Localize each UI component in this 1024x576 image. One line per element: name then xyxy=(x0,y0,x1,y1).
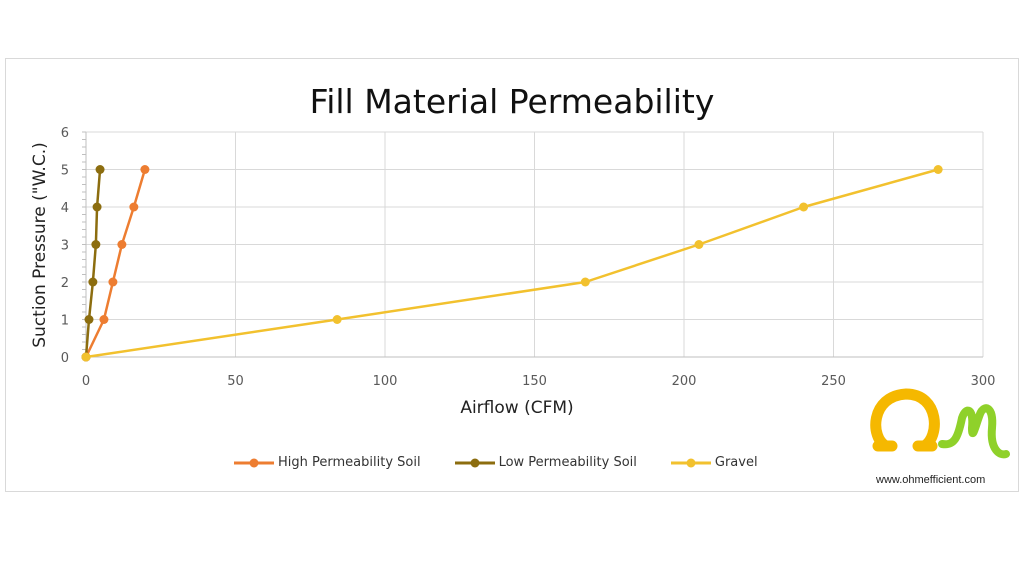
svg-text:5: 5 xyxy=(61,164,69,179)
legend-item-gravel: Gravel xyxy=(670,455,758,470)
svg-text:3: 3 xyxy=(61,239,69,254)
svg-text:6: 6 xyxy=(61,126,69,141)
logo-url: www.ohmefficient.com xyxy=(876,474,986,486)
legend: High Permeability Soil Low Permeability … xyxy=(234,455,792,470)
svg-text:50: 50 xyxy=(227,374,244,389)
svg-text:300: 300 xyxy=(971,374,996,389)
legend-marker-icon xyxy=(670,458,711,467)
legend-marker-icon xyxy=(234,458,274,467)
y-axis-label: Suction Pressure ("W.C.) xyxy=(30,142,50,348)
svg-text:0: 0 xyxy=(82,374,90,389)
legend-marker-icon xyxy=(454,458,495,467)
svg-text:100: 100 xyxy=(373,374,398,389)
chart-title: Fill Material Permeability xyxy=(309,82,715,121)
data-series xyxy=(81,165,943,362)
gridlines xyxy=(86,131,984,357)
legend-item-high-permeability: High Permeability Soil xyxy=(234,455,421,470)
ohm-efficient-logo-icon xyxy=(870,388,1010,459)
legend-item-low-permeability: Low Permeability Soil xyxy=(454,455,637,470)
legend-label: Gravel xyxy=(714,455,758,470)
svg-text:0: 0 xyxy=(61,351,69,366)
svg-text:250: 250 xyxy=(821,374,846,389)
svg-text:200: 200 xyxy=(672,374,697,389)
svg-text:4: 4 xyxy=(61,201,69,216)
x-axis-label: Airflow (CFM) xyxy=(460,398,574,418)
svg-text:2: 2 xyxy=(61,276,69,291)
svg-text:1: 1 xyxy=(61,314,69,329)
chart-frame xyxy=(5,58,1019,492)
legend-label: High Permeability Soil xyxy=(278,455,421,470)
svg-text:150: 150 xyxy=(522,374,547,389)
tick-labels: 0 1 2 3 4 5 6 0 50 100 150 200 250 300 xyxy=(61,126,996,389)
legend-label: Low Permeability Soil xyxy=(498,455,637,470)
